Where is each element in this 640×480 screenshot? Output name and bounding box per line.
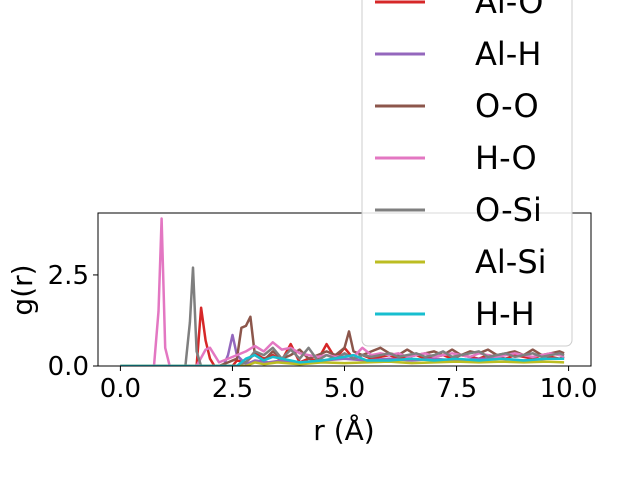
y-tick-label: 2.5 [48,261,89,291]
series-line-3 [120,217,565,366]
legend-box [361,0,573,347]
series-line-6 [120,353,565,366]
series-line-4 [120,266,565,366]
legend-label-3: H-O [475,139,537,177]
x-tick-label: 2.5 [212,374,253,404]
x-axis-label: r (Å) [313,413,374,447]
legend-label-4: O-Si [475,191,542,229]
legend-label-2: O-O [475,87,539,125]
x-tick-label: 10.0 [540,374,598,404]
legend-label-1: Al-H [475,35,541,73]
legend-label-6: H-H [475,295,535,333]
x-tick-label: 0.0 [100,374,141,404]
y-axis-label: g(r) [6,264,39,315]
legend-label-5: Al-Si [475,243,547,281]
x-axis-ticks: 0.0 2.5 5.0 7.5 10.0 [100,366,598,404]
legend: Al-O Al-H O-O H-O O-Si Al-Si H-H [361,0,573,347]
x-tick-label: 7.5 [436,374,477,404]
y-tick-label: 0.0 [48,352,89,382]
y-axis-ticks: 0.0 2.5 [48,261,98,382]
series-line-5 [120,360,565,366]
series-layer [120,217,565,366]
x-tick-label: 5.0 [324,374,365,404]
legend-label-0: Al-O [475,0,543,21]
